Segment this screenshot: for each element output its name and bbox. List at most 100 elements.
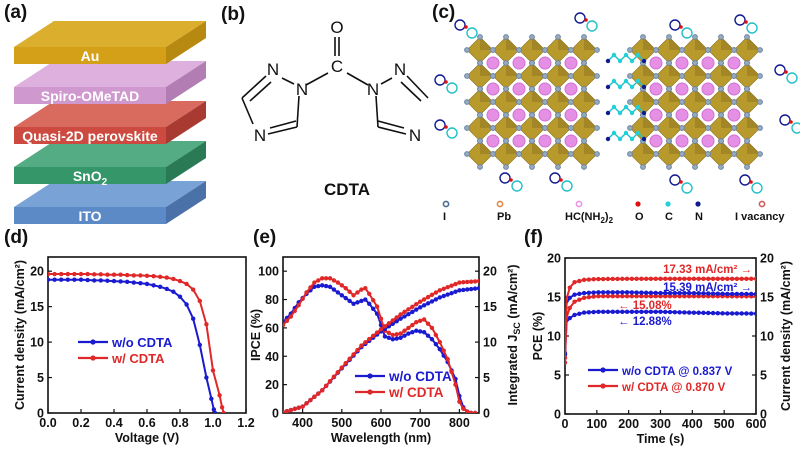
data-point <box>59 271 64 277</box>
layer-top-face <box>14 141 206 167</box>
bond <box>406 75 429 99</box>
iodide-atom <box>594 73 600 79</box>
iodide-atom <box>568 47 574 53</box>
data-point <box>433 342 439 347</box>
data-point <box>648 309 654 315</box>
x-tick-label: 600 <box>746 417 767 431</box>
iodide-atom <box>555 86 561 92</box>
iodide-atom <box>757 47 763 53</box>
data-point <box>374 304 380 309</box>
data-point <box>441 348 446 353</box>
data-point <box>472 410 478 413</box>
data-point <box>710 291 716 296</box>
atom-oxygen: O <box>330 18 343 37</box>
data-point <box>672 309 678 315</box>
layer-side-face <box>166 141 206 184</box>
data-point <box>65 271 71 277</box>
plot-area <box>48 271 226 413</box>
layer-side-face <box>166 181 206 224</box>
data-point <box>643 290 649 295</box>
data-point <box>605 309 611 315</box>
iodide-atom <box>581 86 587 92</box>
data-point <box>105 278 110 283</box>
layer-sno: SnO2 <box>14 141 206 188</box>
fa-cation <box>727 134 741 148</box>
octahedron-shade <box>747 115 760 128</box>
iodide-atom <box>542 99 548 105</box>
legend-label: I vacancy <box>735 211 785 223</box>
fa-cation <box>538 82 552 96</box>
data-point <box>164 286 169 292</box>
data-point <box>394 319 399 324</box>
data-point <box>658 290 663 296</box>
iodide-atom <box>666 34 672 40</box>
data-point <box>682 290 687 296</box>
data-point <box>601 290 606 295</box>
data-point <box>171 289 176 294</box>
layer-front-face <box>14 87 166 104</box>
octahedron-shade <box>480 89 493 102</box>
triazole-ring <box>779 114 791 126</box>
data-point <box>363 297 368 302</box>
legend-marker <box>665 201 671 207</box>
iodide-atom <box>555 34 561 40</box>
octahedron-shade <box>506 141 519 154</box>
data-point <box>437 346 442 352</box>
data-point <box>605 294 611 299</box>
data-point <box>639 294 644 299</box>
data-point <box>98 272 104 277</box>
chain-atom <box>635 104 641 110</box>
data-point <box>663 276 668 282</box>
iodide-atom <box>640 34 646 40</box>
layer-top-face <box>14 181 206 207</box>
data-point <box>465 279 470 285</box>
series-w-o-cdta <box>283 283 478 413</box>
data-point <box>449 283 454 288</box>
chain-atom <box>629 136 635 142</box>
x-axis-label: Time (s) <box>637 432 685 446</box>
iodide-atom <box>666 112 672 118</box>
data-point <box>672 276 678 282</box>
oxygen-atom <box>749 180 753 184</box>
x-tick-label: 600 <box>371 416 392 430</box>
iodide-atom <box>757 73 763 79</box>
chain-atom <box>641 58 647 64</box>
data-point <box>394 332 399 337</box>
data-point <box>296 303 301 308</box>
data-point <box>335 290 341 295</box>
chain-atom <box>623 78 629 84</box>
data-point <box>378 327 384 332</box>
data-point <box>567 285 572 290</box>
octahedron-shade <box>643 37 656 50</box>
iodide-atom <box>627 99 633 105</box>
data-point <box>98 278 104 283</box>
iodide-atom <box>477 34 483 40</box>
data-point <box>177 278 183 284</box>
data-point <box>639 276 644 282</box>
fa-cation <box>564 108 578 122</box>
data-point <box>686 294 692 299</box>
data-point <box>629 276 635 282</box>
iodide-atom <box>594 47 600 53</box>
octahedron-shade <box>558 37 571 50</box>
iodide-atom <box>757 151 763 157</box>
iodide-atom <box>464 73 470 79</box>
data-point <box>429 325 435 331</box>
legend-label: O <box>635 211 644 223</box>
iodide-atom <box>529 164 535 170</box>
octahedron-shade <box>747 89 760 102</box>
y2-axis-label: Integrated JSC (mA/cm²) <box>506 264 522 405</box>
fa-cation <box>675 134 689 148</box>
legend-marker <box>575 200 583 208</box>
data-point <box>565 355 568 361</box>
data-point <box>386 335 392 341</box>
iodide-atom <box>718 34 724 40</box>
triazole-ring <box>791 122 800 134</box>
bond <box>281 77 295 85</box>
data-point <box>425 321 431 326</box>
data-point <box>144 281 150 287</box>
y-tick-label: 5 <box>554 369 561 383</box>
data-point <box>359 298 364 304</box>
iodide-atom <box>692 86 698 92</box>
y-tick-label: 100 <box>258 265 279 279</box>
